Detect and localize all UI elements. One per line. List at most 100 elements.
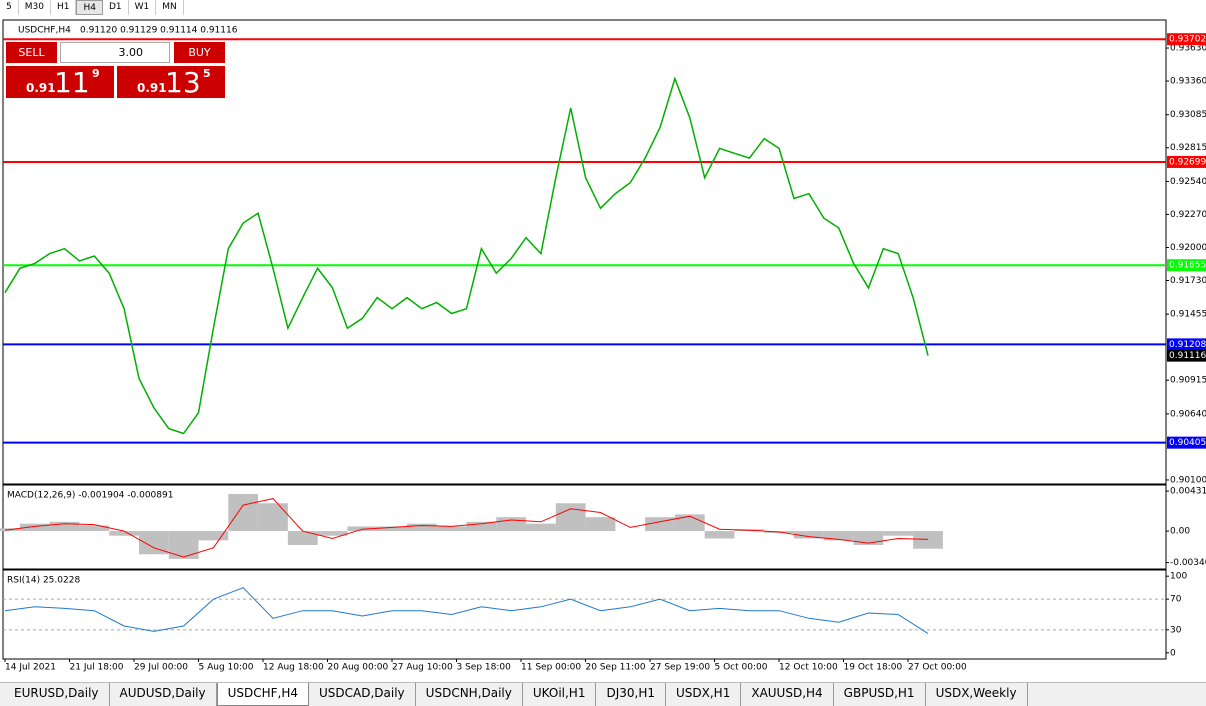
level-label: 0.90405 <box>1169 438 1206 448</box>
panel-frame <box>2 484 1167 570</box>
symbol-tab[interactable]: USDCNH,Daily <box>416 683 523 706</box>
macd-bar <box>19 523 50 532</box>
panel-frame <box>2 569 1167 660</box>
chart: 0.93630 0.93360 0.93085 0.92815 0.92540 0.922… <box>0 19 1206 673</box>
trade-panel: SELL 3.00 BUY 0.91 11 9 0.91 13 5 <box>6 42 225 99</box>
y-tick-label: 0.90640 <box>1170 409 1206 419</box>
x-tick-label: 27 Oct 00:00 <box>908 663 967 673</box>
y-tick-label: 0.92000 <box>1170 243 1206 253</box>
quote-values: 0.91120 0.91129 0.91114 0.91116 <box>80 26 238 36</box>
x-tick-label: 19 Oct 18:00 <box>844 663 903 673</box>
x-tick-label: 14 Jul 2021 <box>5 663 56 673</box>
y-tick-label: 0.91730 <box>1170 276 1206 286</box>
y-tick-label: 0.93630 <box>1170 44 1206 54</box>
timeframe-button[interactable]: W1 <box>129 0 157 15</box>
macd-bar <box>168 531 199 559</box>
price-pip: 5 <box>203 67 211 80</box>
x-tick-label: 27 Aug 10:00 <box>392 663 453 673</box>
indicator-title: USDCHF,H4 <box>18 26 71 36</box>
y-tick-label: 0.90915 <box>1170 376 1206 386</box>
y-tick-label: 0.91455 <box>1170 310 1206 320</box>
timeframe-button[interactable]: 5 <box>0 0 19 15</box>
symbol-tab[interactable]: GBPUSD,H1 <box>834 683 926 706</box>
lot-input[interactable]: 3.00 <box>60 42 170 63</box>
y-tick-label: 0.00431 <box>1170 487 1206 497</box>
macd-bar <box>883 531 914 536</box>
y-tick-label: 0 <box>1170 648 1176 658</box>
macd-bar <box>49 521 80 532</box>
symbol-tab[interactable]: UKOil,H1 <box>523 683 597 706</box>
macd-bar <box>406 523 437 532</box>
macd-bar <box>585 517 616 532</box>
timeframe-button[interactable]: H1 <box>51 0 77 15</box>
indicator-line <box>4 587 929 635</box>
x-tick-label: 20 Sep 11:00 <box>586 663 646 673</box>
symbol-tab[interactable]: AUDUSD,Daily <box>110 683 217 706</box>
symbol-tab[interactable]: USDX,Weekly <box>926 683 1028 706</box>
macd-bar <box>317 531 348 536</box>
y-tick-label: 0.92540 <box>1170 177 1206 187</box>
x-tick-label: 11 Sep 00:00 <box>521 663 581 673</box>
macd-bar <box>377 526 407 532</box>
y-tick-label: 0.00 <box>1170 527 1190 537</box>
macd-bar <box>823 531 854 541</box>
macd-bar <box>466 521 497 532</box>
price-big: 0.91 <box>26 81 56 95</box>
x-tick-label: 21 Jul 18:00 <box>70 663 124 673</box>
macd-bar <box>228 493 259 532</box>
macd-bar <box>198 531 229 541</box>
macd-bar <box>138 531 169 555</box>
level-label: 0.91208 <box>1169 340 1206 350</box>
price-main: 11 <box>54 66 90 99</box>
indicator-title: MACD(12,26,9) -0.001904 -0.000891 <box>7 491 173 501</box>
timeframe-button[interactable]: M30 <box>19 0 51 15</box>
y-tick-label: 30 <box>1170 625 1182 635</box>
x-tick-label: 5 Aug 10:00 <box>199 663 254 673</box>
y-tick-label: 100 <box>1170 572 1187 582</box>
sell-price[interactable]: 0.91 11 9 <box>6 66 114 99</box>
x-tick-label: 3 Sep 18:00 <box>457 663 512 673</box>
y-tick-label: 0.90100 <box>1170 475 1206 485</box>
y-tick-label: 0.93360 <box>1170 77 1206 87</box>
indicator-title: RSI(14) 25.0228 <box>7 576 80 586</box>
sell-button[interactable]: SELL <box>6 42 57 63</box>
x-tick-label: 5 Oct 00:00 <box>715 663 768 673</box>
symbol-tab[interactable]: XAUUSD,H4 <box>741 683 834 706</box>
timeframe-button[interactable]: D1 <box>103 0 129 15</box>
macd-bar <box>794 531 824 539</box>
macd-bar <box>258 503 288 532</box>
price-big: 0.91 <box>137 81 167 95</box>
macd-bar <box>436 526 467 532</box>
symbol-tab[interactable]: USDCHF,H4 <box>216 683 310 706</box>
indicator-line <box>4 498 929 558</box>
x-tick-label: 12 Oct 10:00 <box>779 663 838 673</box>
level-label: 0.93702 <box>1169 35 1206 45</box>
macd-bar <box>555 503 586 532</box>
y-tick-label: 0.93085 <box>1170 110 1206 120</box>
symbol-tabs: EURUSD,Daily AUDUSD,Daily USDCHF,H4 USDCAD,… <box>0 682 1206 706</box>
timeframe-toolbar: 5 M30 H1 H4 D1 W1 MN <box>0 0 184 15</box>
symbol-tab[interactable]: DJ30,H1 <box>596 683 666 706</box>
timeframe-button[interactable]: MN <box>156 0 184 15</box>
macd-bar <box>526 523 556 532</box>
panel-frame <box>2 19 1167 485</box>
x-tick-label: 27 Sep 19:00 <box>650 663 710 673</box>
buy-button[interactable]: BUY <box>174 42 225 63</box>
level-label: 0.92699 <box>1169 157 1206 167</box>
buy-price[interactable]: 0.91 13 5 <box>117 66 225 99</box>
y-tick-label: 0.92815 <box>1170 143 1206 153</box>
symbol-tab[interactable]: EURUSD,Daily <box>4 683 110 706</box>
y-tick-label: 70 <box>1170 595 1182 605</box>
macd-bar <box>79 525 110 532</box>
level-label: 0.91855 <box>1169 261 1206 271</box>
y-tick-label: 0.92270 <box>1170 210 1206 220</box>
symbol-tab[interactable]: USDCAD,Daily <box>309 683 416 706</box>
x-tick-label: 29 Jul 00:00 <box>134 663 188 673</box>
current-price-label: 0.91116 <box>1169 351 1206 361</box>
timeframe-button[interactable]: H4 <box>76 0 103 15</box>
level-label-bg <box>1167 259 1206 272</box>
level-label-bg <box>1167 155 1206 168</box>
x-tick-label: 20 Aug 00:00 <box>328 663 389 673</box>
symbol-tab[interactable]: USDX,H1 <box>666 683 742 706</box>
